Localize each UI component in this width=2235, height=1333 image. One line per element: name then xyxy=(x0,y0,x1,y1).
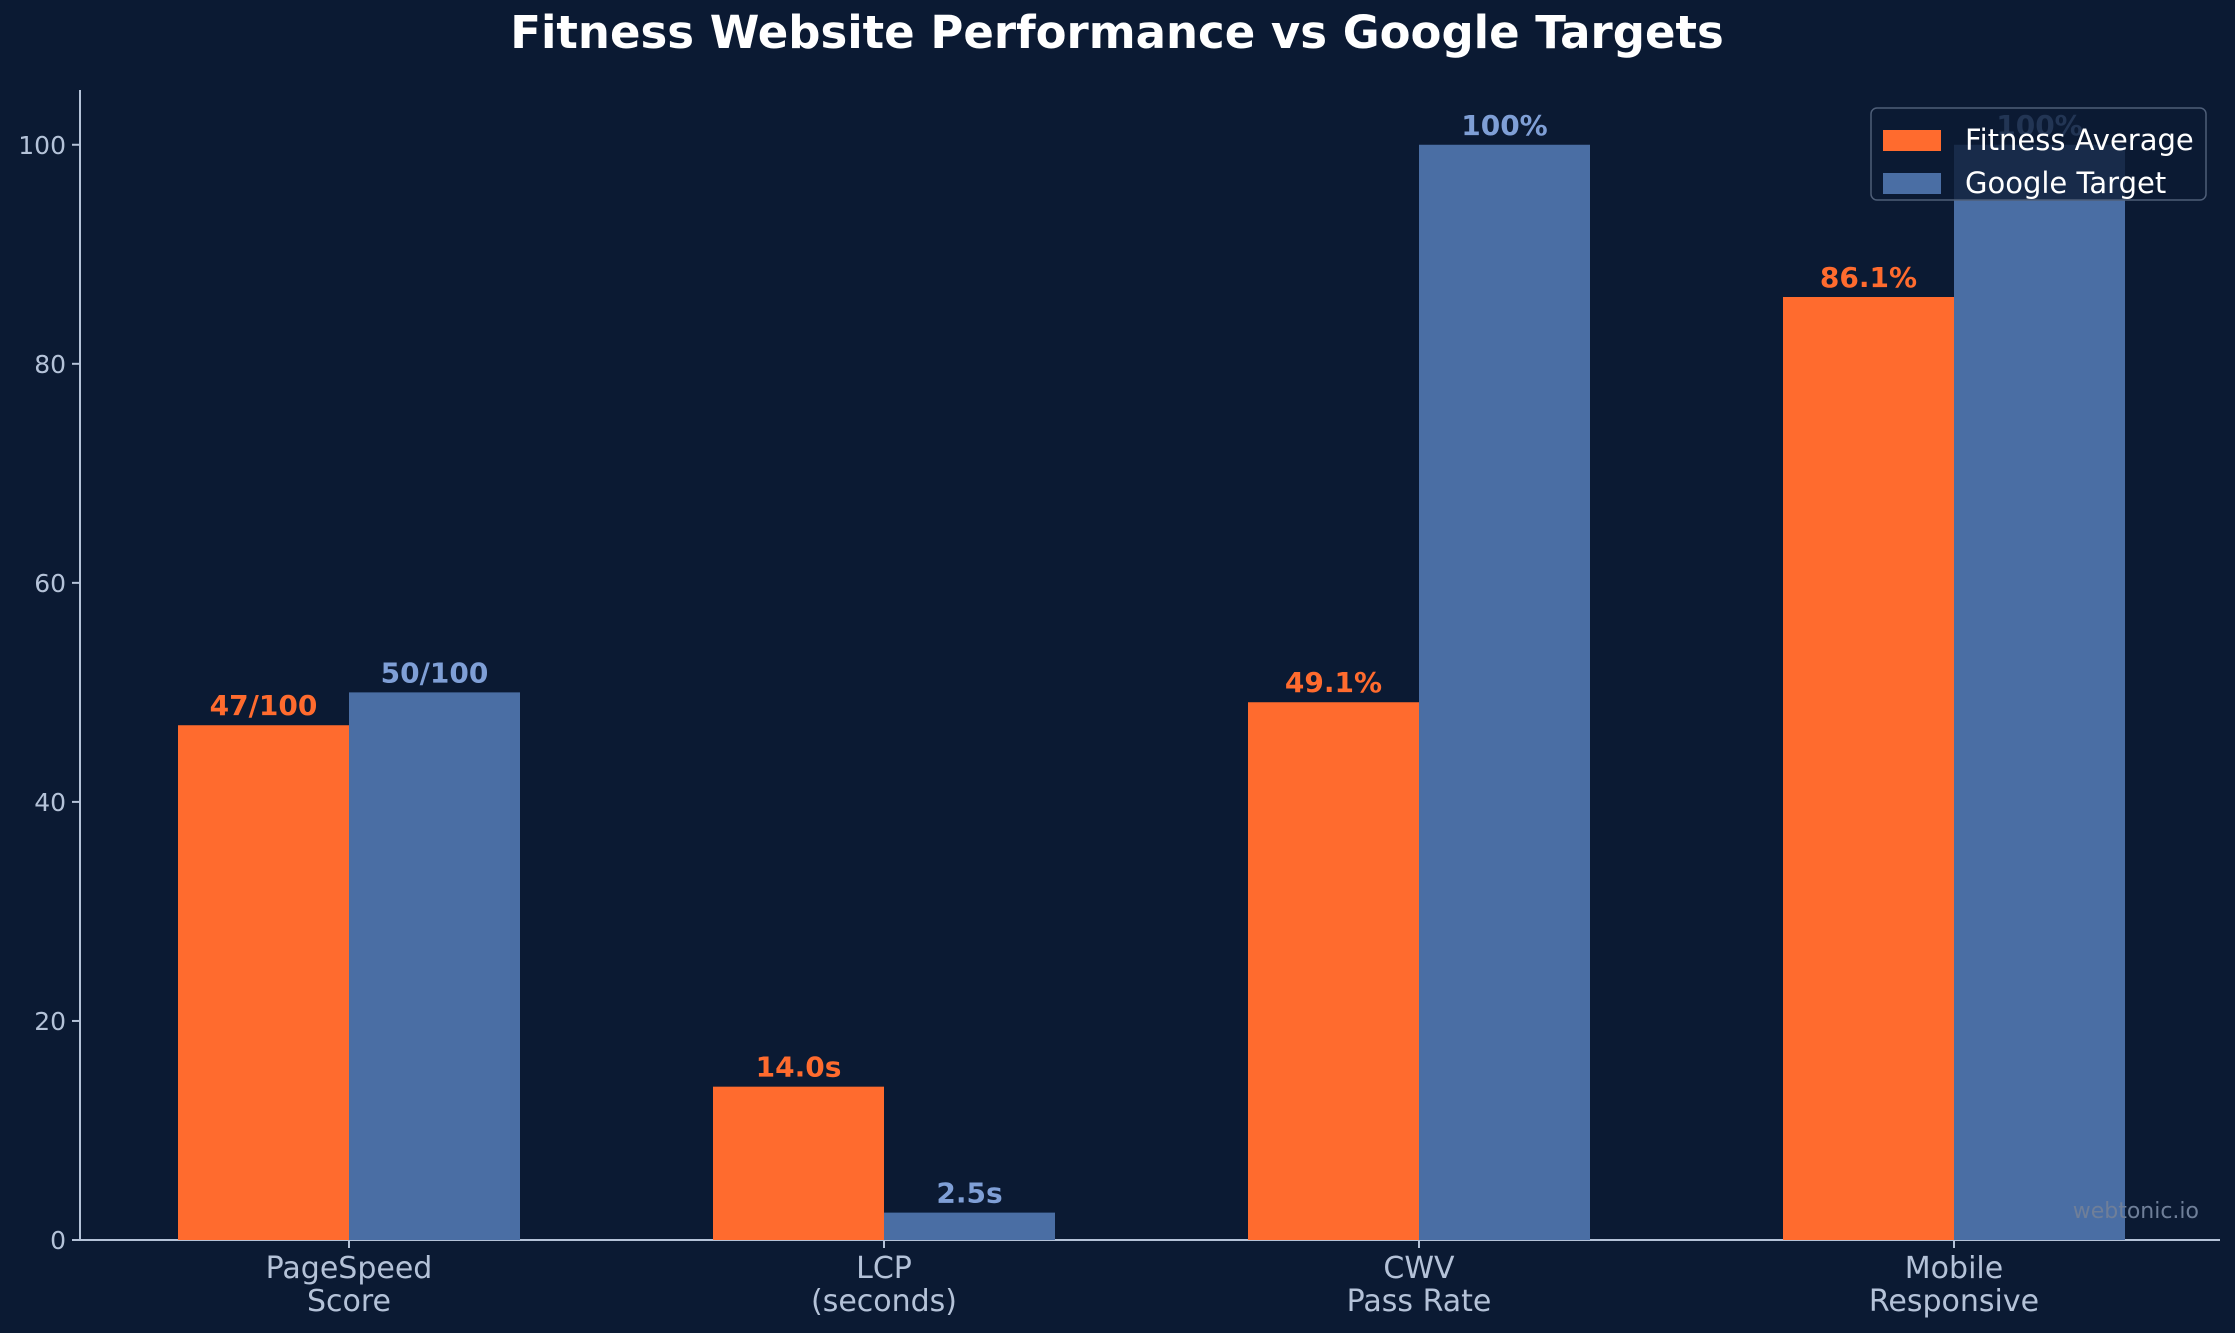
bar xyxy=(884,1212,1055,1240)
y-tick-label: 20 xyxy=(34,1007,66,1036)
bar-value-label: 86.1% xyxy=(1820,261,1917,294)
x-tick-label-line: Score xyxy=(307,1284,391,1319)
x-tick-label: LCP (seconds) xyxy=(811,1251,957,1319)
x-tick-label-line: CWV xyxy=(1383,1251,1455,1286)
chart-title: Fitness Website Performance vs Google Ta… xyxy=(510,6,1724,59)
bar xyxy=(713,1086,884,1240)
x-tick-label: Mobile Responsive xyxy=(1869,1251,2039,1319)
y-tick-label: 0 xyxy=(50,1226,66,1255)
bar xyxy=(1783,297,1954,1240)
bar-value-label: 49.1% xyxy=(1285,666,1382,699)
legend-label: Google Target xyxy=(1965,166,2166,200)
x-tick-label: PageSpeed Score xyxy=(266,1251,433,1319)
watermark-text: webtonic.io xyxy=(2073,1199,2199,1224)
bar xyxy=(1954,144,2125,1240)
x-tick-label-line: LCP xyxy=(856,1251,912,1286)
axes: 0 20 40 60 80 100 PageSpeed Score LCP (seconds) CW… xyxy=(18,90,2220,1319)
bar xyxy=(1419,144,1590,1240)
legend-box xyxy=(1870,107,2207,201)
x-tick-label-line: (seconds) xyxy=(811,1284,957,1319)
x-tick-label: CWV Pass Rate xyxy=(1347,1251,1492,1319)
x-tick-label-line: PageSpeed xyxy=(266,1251,433,1286)
x-tick-label-line: Mobile xyxy=(1905,1251,2003,1286)
legend: Fitness Average Google Target xyxy=(1870,107,2207,201)
y-tick-label: 80 xyxy=(34,350,66,379)
bar xyxy=(349,692,520,1240)
x-tick-label-line: Pass Rate xyxy=(1347,1284,1492,1319)
bar-value-label: 14.0s xyxy=(756,1051,842,1084)
bar-value-label: 2.5s xyxy=(936,1177,1002,1210)
legend-swatch xyxy=(1883,173,1941,194)
x-tick-label-line: Responsive xyxy=(1869,1284,2039,1319)
legend-label: Fitness Average xyxy=(1965,123,2194,157)
y-tick-label: 100 xyxy=(18,131,66,160)
bar xyxy=(178,725,349,1240)
bars xyxy=(178,144,2125,1240)
bar-value-label: 47/100 xyxy=(210,689,318,722)
y-tick-label: 60 xyxy=(34,569,66,598)
bar-value-label: 50/100 xyxy=(381,656,489,689)
y-tick-label: 40 xyxy=(34,788,66,817)
legend-swatch xyxy=(1883,130,1941,151)
bar xyxy=(1248,702,1419,1240)
bar-value-label: 100% xyxy=(1461,109,1548,142)
